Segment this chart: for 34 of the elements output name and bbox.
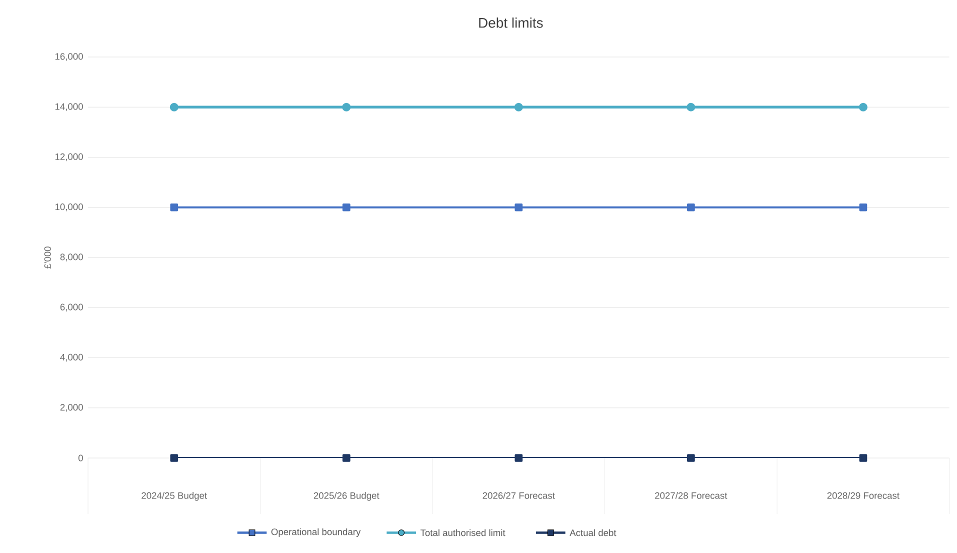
point xyxy=(687,454,695,462)
y-tick-label: 14,000 xyxy=(55,104,83,112)
y-tick-label: 16,000 xyxy=(55,53,83,62)
y-tick-label: 10,000 xyxy=(55,204,83,212)
y-tick-label: 8,000 xyxy=(60,254,83,262)
point xyxy=(859,454,868,462)
point xyxy=(687,204,695,212)
x-tick-label: 2028/29 Forecast xyxy=(827,492,900,500)
point xyxy=(170,454,178,462)
x-tick-label: 2025/26 Budget xyxy=(314,492,380,501)
point xyxy=(514,454,523,462)
x-tick-label: 2024/25 Budget xyxy=(142,492,208,501)
point xyxy=(342,204,350,212)
point xyxy=(858,103,868,112)
chart-title: Debt limits xyxy=(479,18,543,28)
point xyxy=(170,103,178,112)
point xyxy=(859,204,868,212)
y-tick-label: 2,000 xyxy=(60,404,83,412)
point xyxy=(514,204,523,212)
y-tick-label: 6,000 xyxy=(60,304,83,312)
point xyxy=(686,103,696,112)
legend-label: Total authorised limit xyxy=(420,530,506,536)
x-tick-label: 2026/27 Forecast xyxy=(482,492,555,500)
legend-label: Operational boundary xyxy=(271,528,361,538)
legend-label: Actual debt xyxy=(570,530,616,536)
y-tick-label: 12,000 xyxy=(55,154,83,162)
point xyxy=(170,204,178,212)
x-tick-label: 2027/28 Forecast xyxy=(655,492,728,500)
y-tick-label: 0 xyxy=(78,454,83,462)
point xyxy=(514,103,523,112)
y-tick-label: 4,000 xyxy=(60,354,83,362)
y-axis-title: £'000 xyxy=(44,246,51,269)
point xyxy=(342,454,350,462)
point xyxy=(342,103,351,112)
